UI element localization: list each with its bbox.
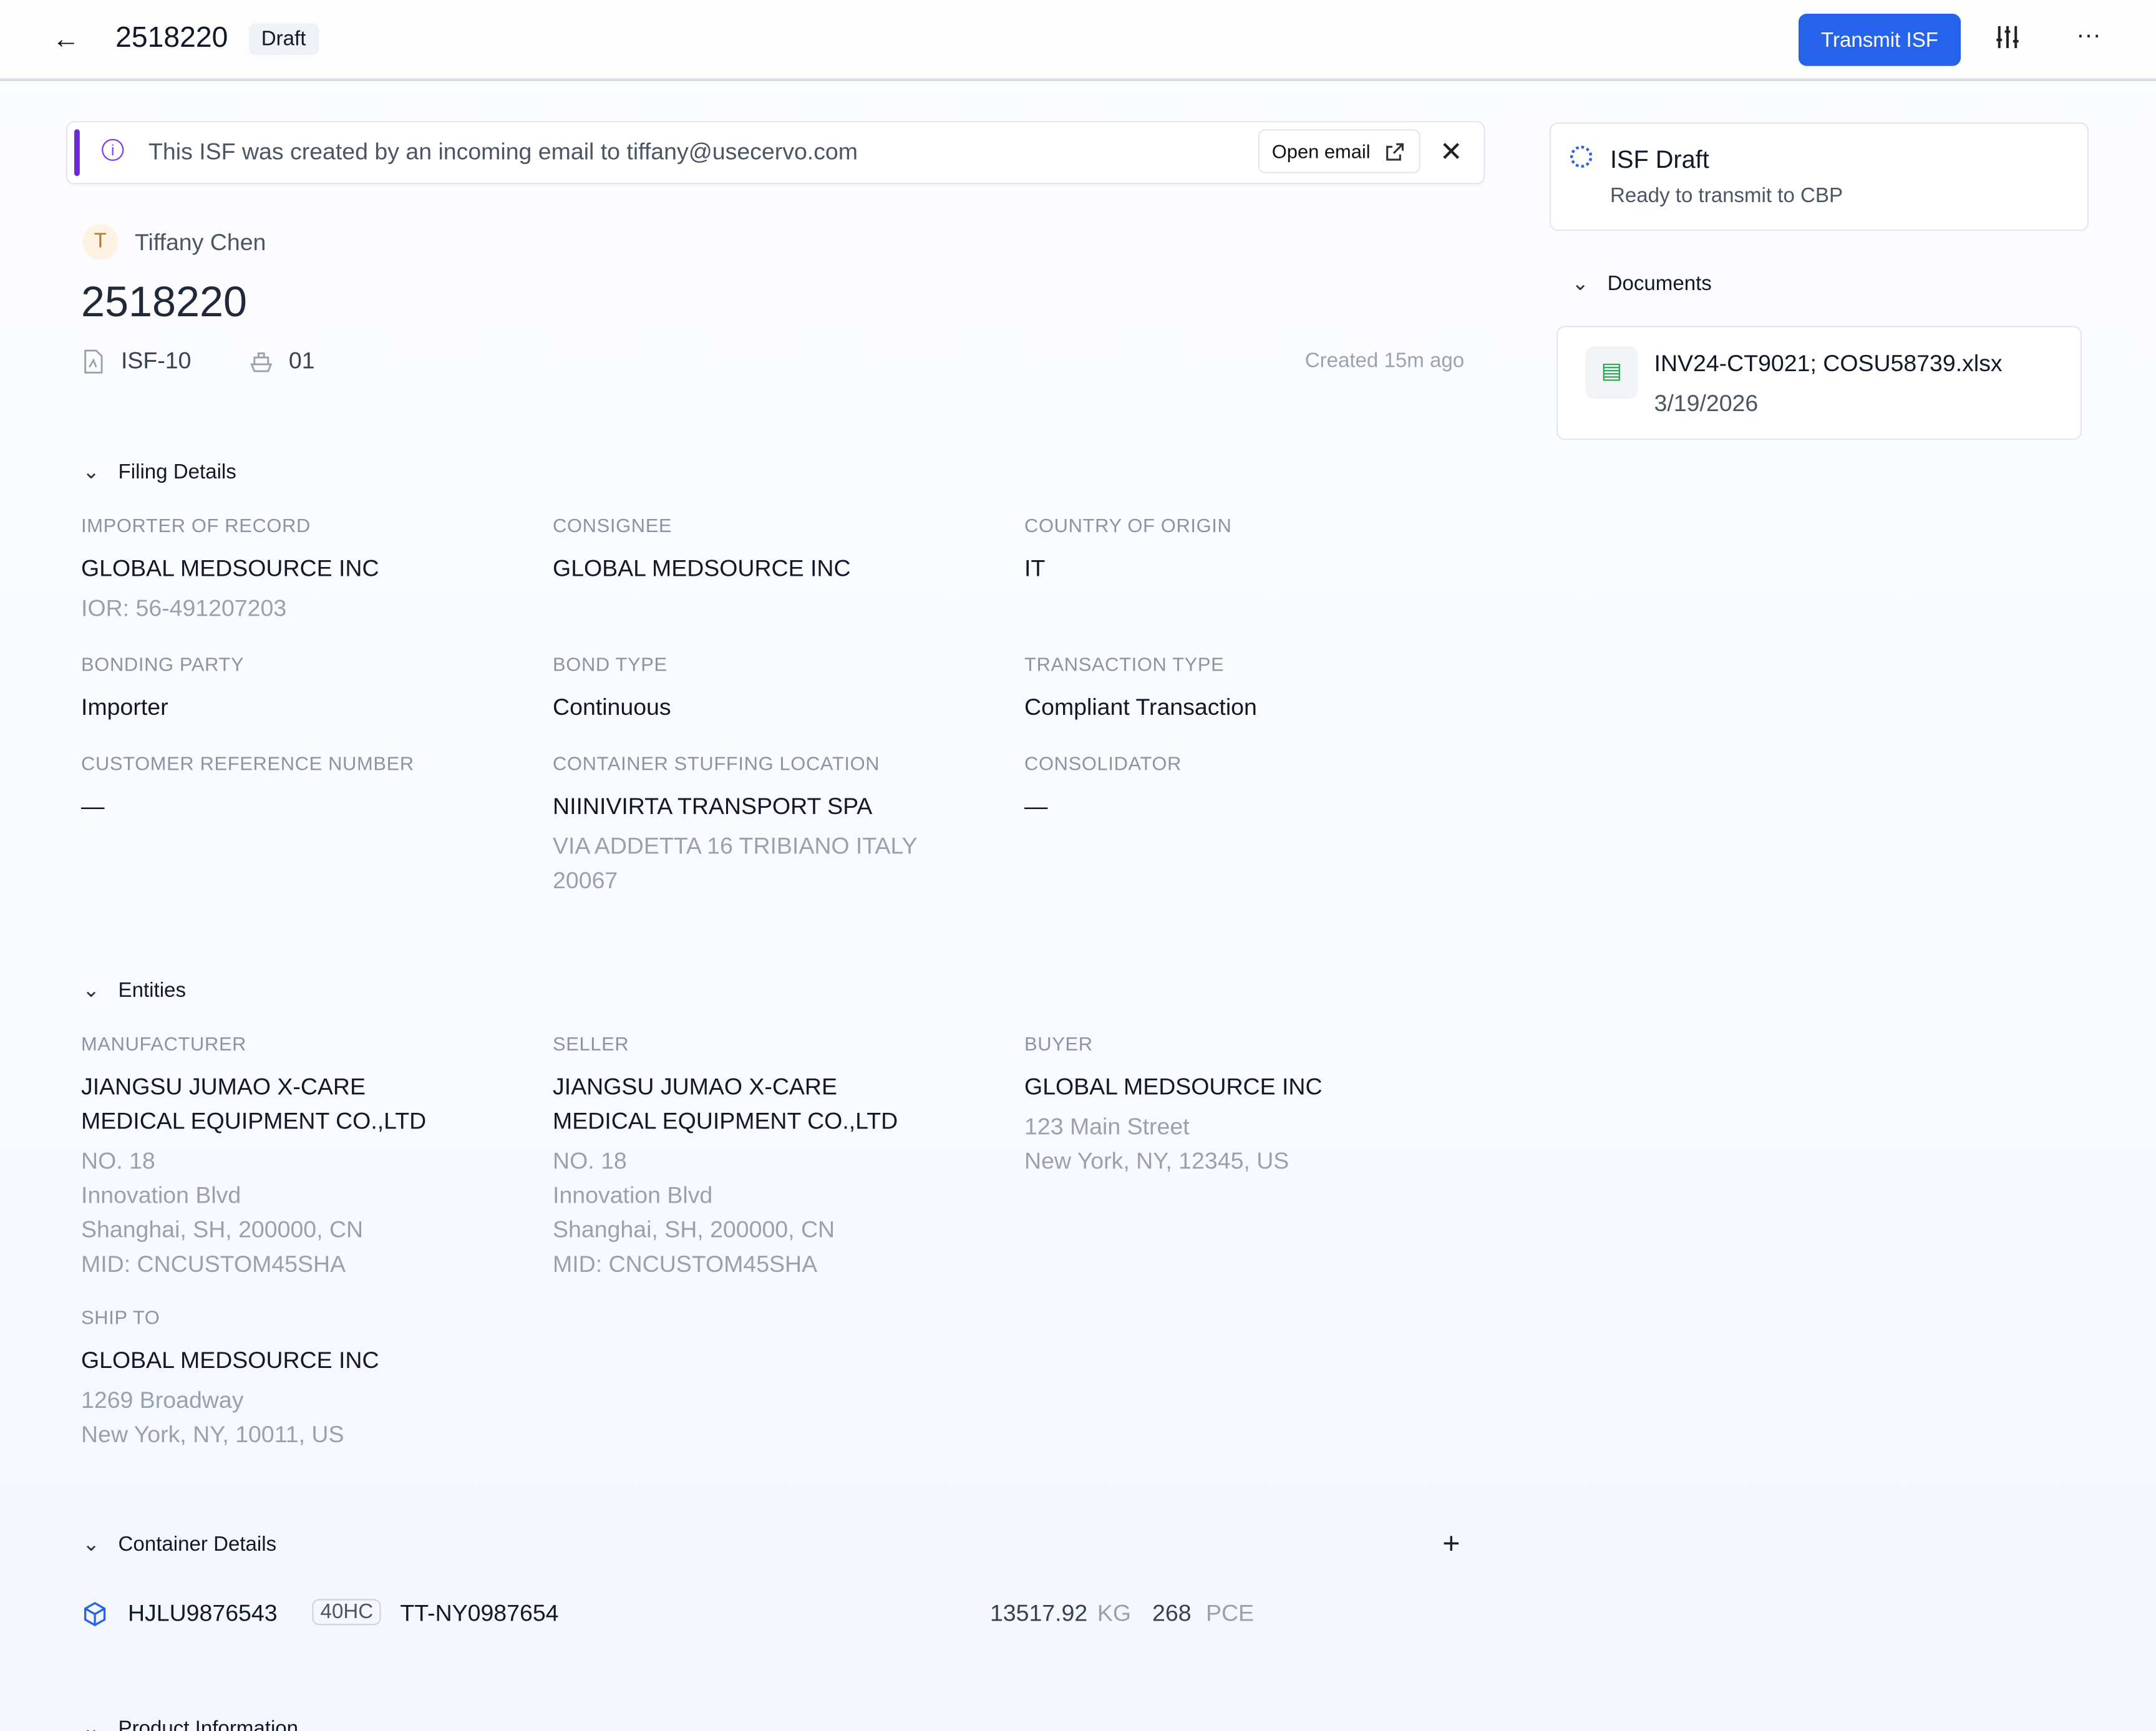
status-badge: Draft bbox=[248, 23, 319, 56]
package-icon bbox=[81, 1601, 109, 1635]
entity-detail: NO. 18 bbox=[81, 1148, 155, 1175]
document-name: INV24-CT9021; COSU58739.xlsx bbox=[1654, 351, 2003, 377]
sliders-icon[interactable] bbox=[1994, 23, 2021, 57]
section-product-information[interactable]: ⌄ Product Information bbox=[82, 1716, 298, 1731]
info-icon: i bbox=[102, 138, 124, 161]
status-card: ISF Draft Ready to transmit to CBP bbox=[1550, 122, 2089, 231]
entity-label: MANUFACTURER bbox=[81, 1032, 247, 1055]
entity-detail: New York, NY, 12345, US bbox=[1024, 1148, 1289, 1175]
field-value: Importer bbox=[81, 694, 168, 720]
section-filing-details[interactable]: ⌄ Filing Details bbox=[82, 459, 236, 484]
entity-name: JIANGSU JUMAO X-CARE bbox=[553, 1074, 837, 1100]
chevron-down-icon: ⌄ bbox=[1571, 272, 1590, 296]
chevron-down-icon: ⌄ bbox=[82, 1717, 100, 1731]
section-entities[interactable]: ⌄ Entities bbox=[82, 977, 186, 1002]
entity-detail: MID: CNCUSTOM45SHA bbox=[81, 1251, 346, 1278]
container-type-tag: 40HC bbox=[312, 1599, 382, 1626]
page-title: 2518220 bbox=[81, 278, 248, 326]
section-container-details[interactable]: ⌄ Container Details bbox=[82, 1531, 276, 1556]
field-label: CONSOLIDATOR bbox=[1024, 752, 1182, 774]
chevron-down-icon: ⌄ bbox=[82, 1533, 100, 1557]
chevron-down-icon: ⌄ bbox=[82, 979, 100, 1002]
seal-number: TT-NY0987654 bbox=[400, 1600, 559, 1627]
entity-label: SHIP TO bbox=[81, 1306, 160, 1329]
field-value: — bbox=[81, 793, 105, 820]
more-horizontal-icon[interactable]: ··· bbox=[2076, 21, 2101, 49]
entity-label: SELLER bbox=[553, 1032, 629, 1055]
entity-detail: Innovation Blvd bbox=[553, 1182, 713, 1209]
field-detail: VIA ADDETTA 16 TRIBIANO ITALY bbox=[553, 833, 918, 860]
author-name: Tiffany Chen bbox=[135, 230, 266, 256]
chevron-down-icon: ⌄ bbox=[82, 460, 100, 484]
entity-detail: New York, NY, 10011, US bbox=[81, 1422, 344, 1448]
entity-detail: Shanghai, SH, 200000, CN bbox=[81, 1216, 364, 1243]
banner-message: This ISF was created by an incoming emai… bbox=[148, 138, 858, 165]
document-date: 3/19/2026 bbox=[1654, 390, 1759, 417]
entity-detail: 123 Main Street bbox=[1024, 1113, 1190, 1140]
add-container-icon[interactable]: + bbox=[1442, 1526, 1460, 1561]
field-value: Compliant Transaction bbox=[1024, 694, 1257, 720]
field-value: GLOBAL MEDSOURCE INC bbox=[81, 555, 379, 582]
status-title: ISF Draft bbox=[1610, 145, 1709, 173]
external-link-icon bbox=[1386, 143, 1404, 161]
form-type: ISF-10 bbox=[120, 347, 192, 374]
created-time: Created 15m ago bbox=[1304, 349, 1465, 373]
section-title: Container Details bbox=[118, 1533, 277, 1557]
spreadsheet-icon: ▤ bbox=[1585, 346, 1638, 399]
close-icon[interactable]: ✕ bbox=[1439, 137, 1463, 168]
open-email-button[interactable]: Open email bbox=[1258, 129, 1420, 173]
email-banner: i This ISF was created by an incoming em… bbox=[66, 120, 1485, 185]
entity-name: GLOBAL MEDSOURCE INC bbox=[81, 1347, 379, 1374]
entity-name: MEDICAL EQUIPMENT CO.,LTD bbox=[81, 1108, 427, 1135]
entry-code: 01 bbox=[288, 347, 315, 374]
file-signature-icon bbox=[82, 349, 104, 381]
weight: 13517.92 bbox=[989, 1600, 1088, 1627]
field-detail: 20067 bbox=[553, 867, 618, 894]
field-detail: IOR: 56-491207203 bbox=[81, 595, 287, 622]
field-value: — bbox=[1024, 793, 1048, 820]
field-value: GLOBAL MEDSOURCE INC bbox=[553, 555, 851, 582]
open-email-label: Open email bbox=[1271, 140, 1371, 163]
field-label: TRANSACTION TYPE bbox=[1024, 652, 1225, 676]
field-value: Continuous bbox=[553, 694, 671, 720]
container-number: HJLU9876543 bbox=[127, 1600, 278, 1627]
field-label: COUNTRY OF ORIGIN bbox=[1024, 514, 1232, 536]
draft-status-icon bbox=[1570, 145, 1593, 168]
banner-accent bbox=[74, 129, 80, 177]
field-label: CONSIGNEE bbox=[553, 514, 673, 536]
status-subtitle: Ready to transmit to CBP bbox=[1610, 184, 1843, 208]
entity-name: MEDICAL EQUIPMENT CO.,LTD bbox=[553, 1108, 898, 1135]
field-label: BONDING PARTY bbox=[81, 652, 245, 676]
transmit-isf-button[interactable]: Transmit ISF bbox=[1798, 14, 1961, 66]
entity-name: GLOBAL MEDSOURCE INC bbox=[1024, 1074, 1323, 1100]
field-label: CUSTOMER REFERENCE NUMBER bbox=[81, 752, 414, 774]
section-title: Documents bbox=[1607, 272, 1712, 296]
section-title: Entities bbox=[118, 979, 187, 1002]
ship-icon bbox=[249, 349, 274, 381]
quantity: 268 bbox=[1152, 1600, 1192, 1627]
entity-detail: MID: CNCUSTOM45SHA bbox=[553, 1251, 818, 1278]
field-value: NIINIVIRTA TRANSPORT SPA bbox=[553, 793, 873, 820]
section-title: Product Information bbox=[118, 1717, 299, 1731]
section-title: Filing Details bbox=[118, 460, 236, 484]
header-title: 2518220 bbox=[115, 22, 228, 54]
entity-label: BUYER bbox=[1024, 1032, 1093, 1055]
entity-name: JIANGSU JUMAO X-CARE bbox=[81, 1074, 366, 1100]
avatar: T bbox=[82, 224, 119, 260]
section-documents[interactable]: ⌄ Documents bbox=[1571, 271, 1712, 296]
field-label: CONTAINER STUFFING LOCATION bbox=[553, 752, 880, 774]
entity-detail: Innovation Blvd bbox=[81, 1182, 241, 1209]
field-label: IMPORTER OF RECORD bbox=[81, 514, 311, 536]
top-bar bbox=[0, 0, 2156, 82]
entity-detail: 1269 Broadway bbox=[81, 1387, 244, 1413]
arrow-left-icon[interactable]: ← bbox=[52, 24, 80, 56]
weight-unit: KG bbox=[1097, 1600, 1132, 1627]
entity-detail: Shanghai, SH, 200000, CN bbox=[553, 1216, 835, 1243]
quantity-unit: PCE bbox=[1205, 1600, 1255, 1627]
document-item[interactable]: ▤ INV24-CT9021; COSU58739.xlsx 3/19/2026 bbox=[1556, 326, 2082, 440]
field-label: BOND TYPE bbox=[553, 652, 668, 676]
entity-detail: NO. 18 bbox=[553, 1148, 627, 1175]
field-value: IT bbox=[1024, 555, 1046, 582]
